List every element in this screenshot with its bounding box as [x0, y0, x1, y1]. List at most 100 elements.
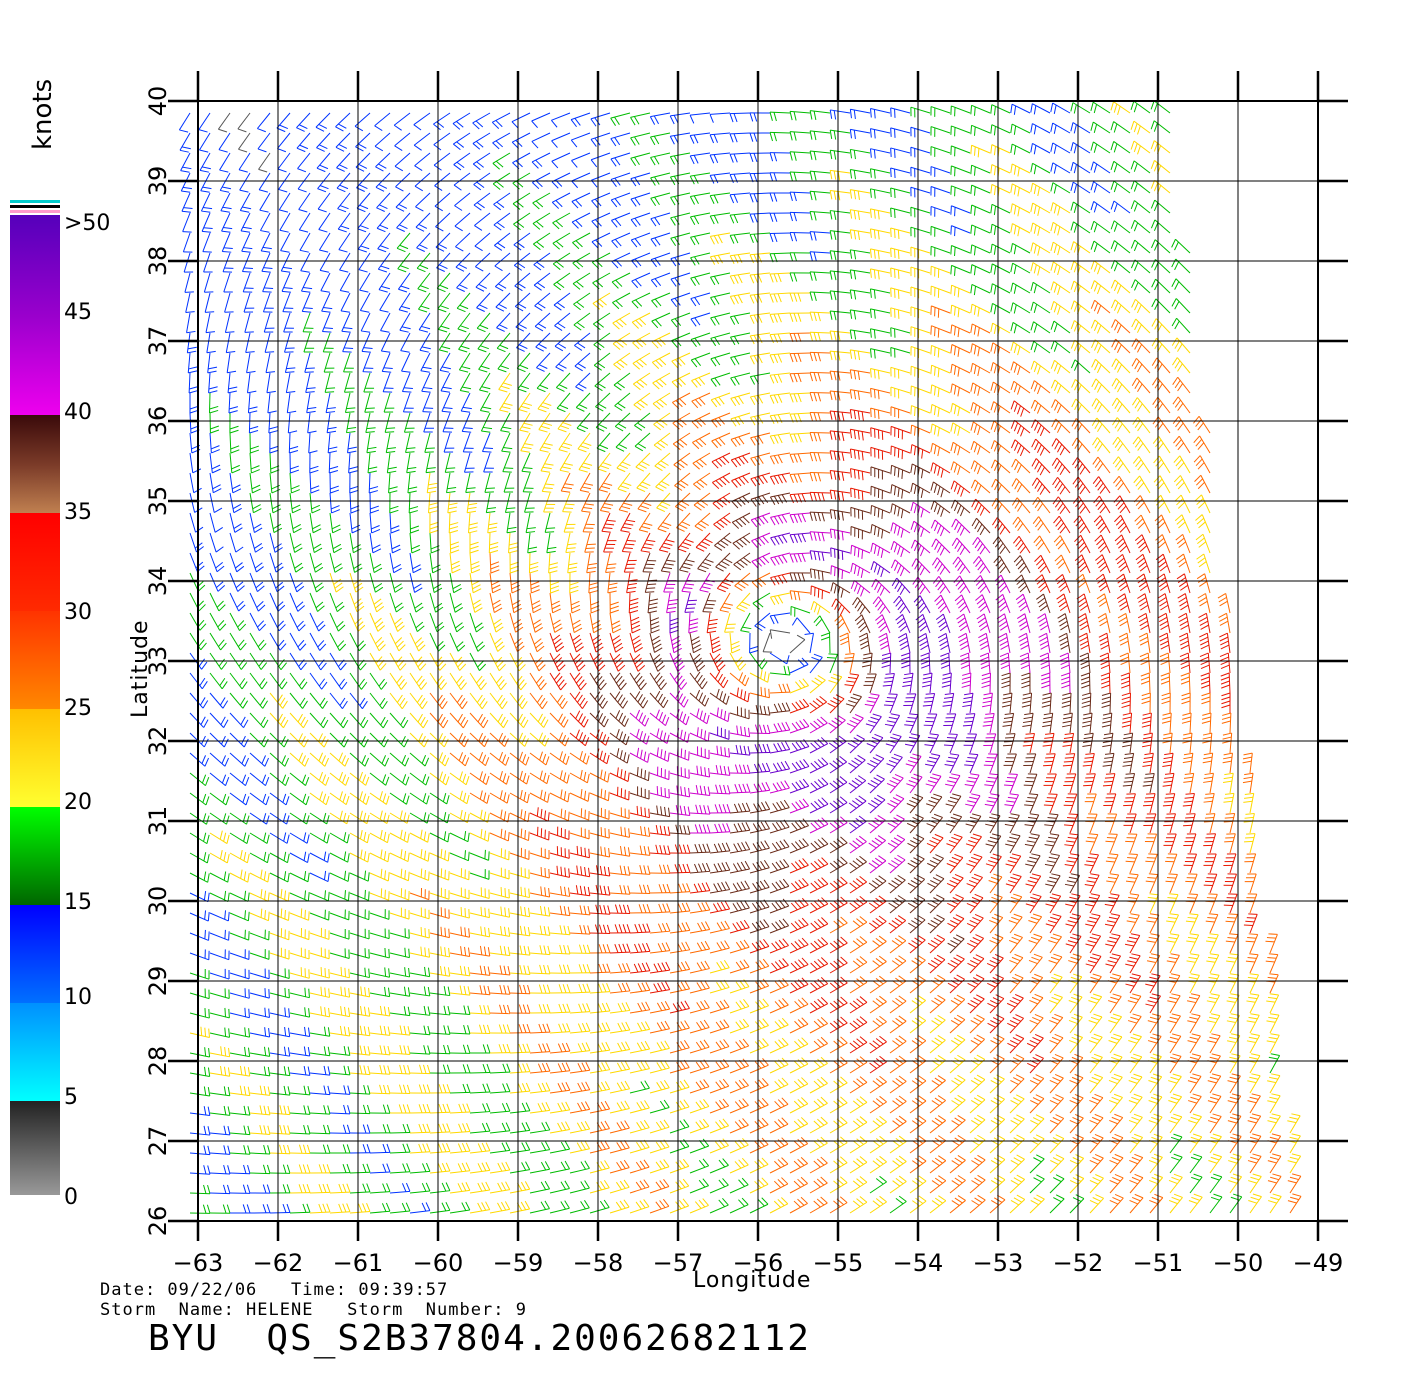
wind-barb-feather: [527, 812, 530, 822]
wind-barb: [289, 1032, 310, 1037]
wind-barb-feather: [615, 1201, 622, 1210]
wind-barb-feather: [1231, 1093, 1241, 1097]
wind-barb-feather: [239, 1065, 243, 1075]
wind-barb: [829, 1162, 848, 1174]
wind-barb-feather: [223, 871, 227, 881]
wind-barb: [469, 1032, 491, 1035]
wind-barb-feather: [793, 1140, 801, 1148]
wind-barb-feather: [597, 1023, 603, 1032]
wind-barb-feather: [783, 799, 790, 808]
wind-barb-feather: [761, 1177, 769, 1185]
wind-barb: [569, 772, 588, 784]
wind-barb: [389, 992, 410, 997]
wind-barb-feather: [441, 1182, 447, 1192]
wind-barb-feather: [447, 1044, 451, 1054]
wind-barb-feather: [992, 853, 1002, 858]
wind-barb-feather: [810, 782, 818, 790]
wind-barb-feather: [383, 1006, 387, 1016]
wind-barb-feather: [558, 964, 563, 974]
wind-barb-feather: [543, 772, 547, 782]
wind-barb: [269, 1072, 290, 1077]
wind-barb: [509, 972, 530, 975]
wind-barb-feather: [426, 1143, 431, 1152]
wind-barb-feather: [897, 895, 906, 901]
wind-barb-feather: [1128, 896, 1138, 900]
wind-barb-feather: [1105, 943, 1115, 947]
wind-barb: [929, 837, 944, 854]
wind-barb-feather: [279, 1144, 283, 1154]
wind-barb-feather: [303, 1124, 307, 1134]
wind-barb-feather: [1267, 1100, 1277, 1104]
wind-barb-feather: [1129, 1199, 1139, 1205]
wind-barb: [729, 907, 750, 914]
wind-barb-feather: [1105, 840, 1115, 843]
wind-barb-feather: [966, 922, 976, 928]
wind-barb-feather: [915, 814, 924, 819]
wind-barb: [749, 1144, 769, 1154]
wind-barb-feather: [931, 1100, 940, 1106]
wind-barb-feather: [995, 994, 1005, 1000]
wind-barb-feather: [1035, 1114, 1045, 1120]
wind-barb-feather: [972, 813, 981, 817]
wind-barb-feather: [1069, 1179, 1079, 1185]
wind-barb-feather: [953, 997, 963, 1003]
wind-barb: [849, 1101, 868, 1114]
wind-barb: [1009, 876, 1022, 894]
wind-barb-feather: [379, 1064, 383, 1074]
wind-barb-feather: [541, 1082, 547, 1092]
wind-barb-feather: [387, 1026, 391, 1036]
wind-barb-feather: [829, 782, 838, 790]
wind-barb-feather: [557, 1063, 563, 1072]
wind-barb-feather: [801, 1017, 809, 1025]
wind-barb-feather: [817, 998, 825, 1006]
wind-barb-feather: [1054, 1013, 1063, 1019]
wind-barb-feather: [1191, 1053, 1201, 1057]
wind-barb-feather: [816, 1138, 825, 1146]
wind-barb-feather: [501, 1142, 507, 1152]
wind-barb-feather: [879, 1115, 887, 1123]
wind-barb-feather: [1212, 1133, 1222, 1138]
wind-barb-feather: [1187, 1080, 1197, 1084]
wind-barb-feather: [937, 1115, 946, 1121]
wind-barb-feather: [458, 1123, 463, 1133]
wind-barb-feather: [467, 851, 470, 861]
wind-barb-feather: [323, 870, 327, 880]
wind-barb: [889, 879, 906, 894]
wind-barb-feather: [499, 790, 503, 800]
wind-barb-feather: [607, 905, 611, 915]
wind-barb-feather: [561, 1062, 567, 1072]
wind-barb-feather: [852, 1020, 861, 1027]
wind-barb-feather: [969, 816, 979, 821]
wind-barb-feather: [1112, 1013, 1122, 1018]
wind-barb: [229, 852, 248, 864]
wind-barb: [409, 1170, 430, 1174]
wind-barb: [629, 1146, 650, 1154]
wind-barb-feather: [1168, 976, 1178, 980]
wind-barb-feather: [1085, 943, 1095, 947]
wind-barb: [789, 1023, 809, 1034]
wind-barb-feather: [1051, 1036, 1061, 1042]
wind-barb-feather: [933, 937, 943, 943]
wind-barb-feather: [839, 755, 847, 763]
wind-barb-feather: [327, 853, 330, 863]
wind-barb: [589, 1030, 610, 1034]
wind-barb: [1029, 774, 1038, 794]
wind-barb: [929, 817, 943, 834]
wind-barb-feather: [1091, 1056, 1101, 1061]
wind-barb-feather: [935, 854, 944, 859]
wind-barb: [849, 1141, 868, 1154]
wind-barb: [1089, 996, 1103, 1014]
wind-barb-feather: [791, 882, 798, 891]
wind-barb-feather: [1088, 1020, 1098, 1024]
wind-barb-feather: [829, 842, 838, 850]
wind-barb: [569, 852, 590, 859]
wind-barb-feather: [799, 780, 806, 788]
wind-barb-feather: [858, 795, 867, 802]
wind-barb: [189, 1032, 210, 1039]
wind-barb: [869, 1141, 887, 1154]
wind-barb-feather: [497, 1162, 503, 1172]
wind-barb: [209, 892, 229, 903]
wind-barb-feather: [742, 1018, 750, 1027]
wind-barb-feather: [856, 998, 864, 1005]
wind-barb: [649, 1067, 670, 1074]
